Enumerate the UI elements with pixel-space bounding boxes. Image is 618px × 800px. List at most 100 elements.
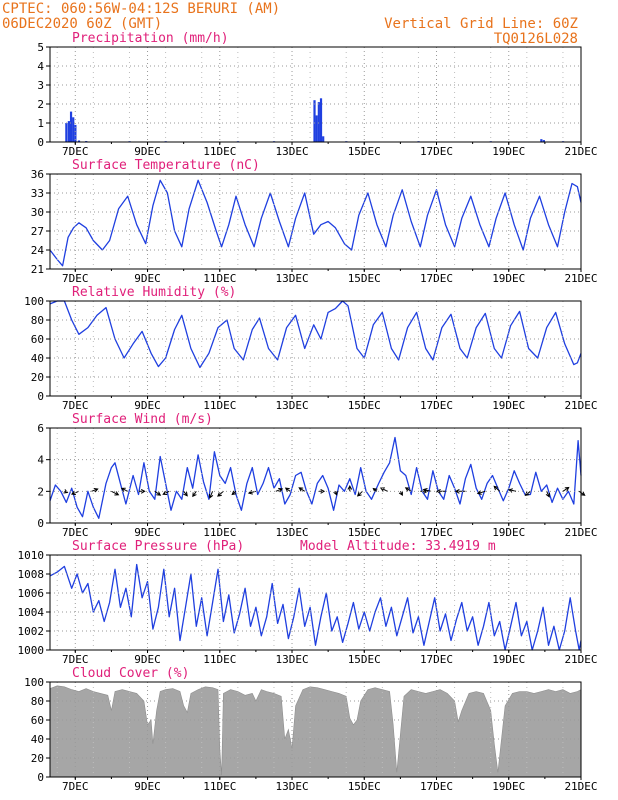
model-altitude: Model Altitude: 33.4919 m: [300, 539, 496, 554]
series-line: [49, 436, 582, 519]
plot-area: [50, 47, 581, 142]
wind-arrow: [404, 487, 412, 492]
series-line: [49, 300, 582, 369]
panel-title: Surface Pressure (hPa): [72, 539, 244, 554]
x-tick-label: 13DEC: [275, 272, 308, 285]
y-tick-label: 1000: [18, 644, 45, 657]
x-tick-label: 7DEC: [62, 145, 89, 158]
wind-arrow: [183, 490, 188, 497]
x-tick-label: 15DEC: [348, 526, 381, 539]
y-tick-label: 2: [37, 485, 44, 498]
x-tick-label: 15DEC: [348, 272, 381, 285]
y-tick-label: 0: [37, 136, 44, 149]
wind-arrow: [217, 490, 224, 497]
y-tick-label: 36: [31, 168, 44, 181]
y-tick-label: 6: [37, 422, 44, 435]
y-tick-label: 60: [31, 714, 44, 727]
x-tick-label: 7DEC: [62, 399, 89, 412]
x-tick-label: 15DEC: [348, 399, 381, 412]
x-tick-label: 21DEC: [564, 272, 597, 285]
x-tick-label: 21DEC: [564, 653, 597, 666]
wind-arrow: [91, 488, 99, 493]
y-tick-label: 0: [37, 771, 44, 784]
temperature-panel: Surface Temperature (nC) 21 24 27 30 33 36 7DE…: [31, 158, 598, 285]
x-tick-label: 9DEC: [134, 653, 161, 666]
x-tick-label: 11DEC: [203, 653, 236, 666]
plot-area: [49, 174, 582, 269]
x-tick-label: 19DEC: [492, 526, 525, 539]
cloud-panel: Cloud Cover (%) 0 20 40 60 80 100 7DEC 9DEC 11DE…: [24, 666, 597, 793]
station-title: CPTEC: 060:56W-04:12S BERURI (AM): [2, 1, 280, 17]
wind-arrow: [476, 490, 486, 495]
wind-arrow: [284, 487, 291, 492]
wind-arrow: [347, 484, 353, 492]
x-tick-label: 21DEC: [564, 399, 597, 412]
plot-frame: [49, 46, 582, 143]
x-tick-label: 21DEC: [564, 780, 597, 793]
wind-arrow: [578, 490, 586, 496]
x-tick-label: 19DEC: [492, 399, 525, 412]
wind-arrow: [356, 490, 363, 497]
x-tick-label: 11DEC: [203, 526, 236, 539]
series-line: [49, 563, 582, 651]
x-tick-label: 11DEC: [203, 780, 236, 793]
x-tick-label: 9DEC: [134, 272, 161, 285]
pressure-panel: Surface Pressure (hPa) Model Altitude: 3…: [18, 539, 598, 666]
precip-bar: [540, 139, 543, 142]
wind-arrow: [319, 488, 326, 494]
x-tick-label: 9DEC: [134, 145, 161, 158]
x-tick-label: 17DEC: [420, 145, 453, 158]
x-tick-label: 19DEC: [492, 145, 525, 158]
x-tick-label: 13DEC: [275, 145, 308, 158]
y-tick-label: 1004: [18, 606, 45, 619]
y-tick-label: 3: [37, 79, 44, 92]
plot-area: [49, 682, 582, 778]
x-tick-label: 17DEC: [420, 653, 453, 666]
panel-title: Precipitation (mm/h): [72, 31, 229, 46]
plot-frame: [49, 681, 582, 778]
x-tick-label: 11DEC: [203, 272, 236, 285]
wind-arrow: [63, 489, 69, 494]
series-line: [49, 179, 582, 267]
plot-area: [49, 428, 586, 523]
panel-title: Cloud Cover (%): [72, 666, 189, 681]
y-tick-label: 4: [37, 454, 44, 467]
precip-bar: [74, 124, 77, 142]
wind-arrow: [192, 491, 197, 498]
plot-area: [49, 555, 582, 651]
wind-arrow: [154, 490, 162, 496]
wind-arrow: [120, 487, 128, 492]
y-tick-label: 2: [37, 98, 44, 111]
precip-bar: [315, 115, 318, 142]
y-tick-label: 1010: [18, 549, 45, 562]
x-tick-label: 13DEC: [275, 780, 308, 793]
wind-arrow: [507, 488, 517, 493]
x-tick-label: 21DEC: [564, 526, 597, 539]
y-tick-label: 40: [31, 733, 44, 746]
plot-frame: [49, 427, 582, 524]
y-tick-label: 5: [37, 41, 44, 54]
x-tick-label: 17DEC: [420, 272, 453, 285]
x-tick-label: 19DEC: [492, 272, 525, 285]
x-tick-label: 11DEC: [203, 399, 236, 412]
panel-title: Relative Humidity (%): [72, 285, 236, 300]
x-tick-label: 7DEC: [62, 653, 89, 666]
precip-bar: [317, 102, 320, 142]
y-tick-label: 33: [31, 187, 44, 200]
x-tick-label: 17DEC: [420, 780, 453, 793]
wind-arrow: [562, 486, 570, 492]
precip-bar: [67, 121, 70, 142]
y-tick-label: 24: [31, 244, 45, 257]
y-tick-label: 100: [24, 676, 44, 689]
plot-area: [49, 300, 582, 396]
y-tick-label: 80: [31, 695, 44, 708]
y-tick-label: 40: [31, 352, 44, 365]
precip-bar: [322, 136, 325, 142]
wind-arrow: [231, 490, 237, 496]
y-tick-label: 0: [37, 390, 44, 403]
model-code: TQ0126L028: [494, 31, 578, 47]
precip-bar: [69, 111, 73, 142]
y-tick-label: 60: [31, 333, 44, 346]
precip-bar: [313, 100, 316, 142]
precip-bar: [542, 140, 545, 142]
